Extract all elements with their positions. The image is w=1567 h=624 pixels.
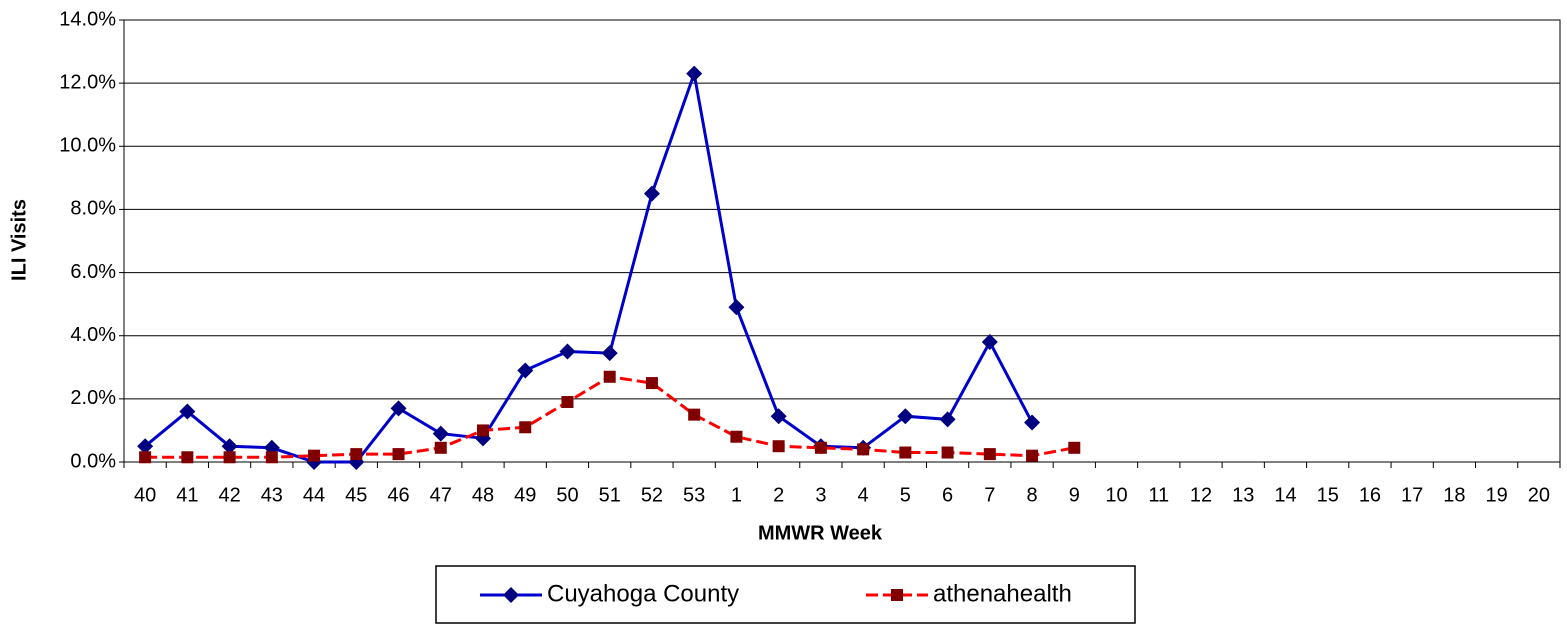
x-tick-label: 18 <box>1443 484 1465 506</box>
legend-box <box>435 565 1136 624</box>
point <box>179 403 196 420</box>
point <box>308 449 321 462</box>
y-tick-label: 6.0% <box>70 261 116 283</box>
point <box>561 396 574 409</box>
x-tick-label: 52 <box>641 484 663 506</box>
point <box>350 448 363 461</box>
x-tick-label: 8 <box>1026 484 1037 506</box>
x-tick-label: 41 <box>176 484 198 506</box>
point <box>265 451 278 464</box>
series-line <box>144 67 1034 464</box>
point <box>899 446 912 459</box>
point <box>814 441 827 454</box>
point <box>686 65 703 82</box>
point <box>981 334 998 351</box>
x-tick-label: 17 <box>1401 484 1423 506</box>
point <box>688 408 701 421</box>
point <box>770 408 787 425</box>
point <box>730 430 743 443</box>
x-tick-label: 49 <box>514 484 536 506</box>
x-tick-label: 45 <box>345 484 367 506</box>
point <box>897 408 914 425</box>
x-tick-label: 13 <box>1232 484 1254 506</box>
plot-frame <box>123 19 1561 463</box>
x-tick-label: 5 <box>900 484 911 506</box>
point <box>392 448 405 461</box>
x-tick-label: 10 <box>1105 484 1127 506</box>
point <box>772 440 785 453</box>
x-tick-label: 1 <box>731 484 742 506</box>
legend-marker <box>503 587 519 603</box>
legend-marker <box>891 589 903 601</box>
point <box>559 343 576 360</box>
x-tick-label: 50 <box>556 484 578 506</box>
y-axis-label: ILI Visits <box>8 199 30 281</box>
x-tick-label: 20 <box>1528 484 1550 506</box>
point <box>603 370 616 383</box>
x-tick-label: 42 <box>218 484 240 506</box>
x-tick-label: 2 <box>773 484 784 506</box>
x-tick-label: 3 <box>815 484 826 506</box>
point <box>221 438 238 455</box>
point <box>432 425 449 442</box>
point <box>390 400 407 417</box>
x-tick-label: 44 <box>303 484 325 506</box>
point <box>1024 414 1041 431</box>
point <box>139 451 152 464</box>
point <box>645 377 658 390</box>
x-tick-label: 11 <box>1148 484 1169 506</box>
x-tick-label: 53 <box>683 484 705 506</box>
point <box>728 299 745 316</box>
point <box>643 185 660 202</box>
x-tick-label: 43 <box>261 484 283 506</box>
x-tick-label: 14 <box>1274 484 1296 506</box>
point <box>1026 449 1039 462</box>
point <box>517 362 534 379</box>
point <box>857 443 870 456</box>
x-tick-label: 47 <box>430 484 452 506</box>
x-tick-label: 6 <box>942 484 953 506</box>
point <box>1068 441 1081 454</box>
point <box>983 448 996 461</box>
x-tick-label: 4 <box>858 484 869 506</box>
x-tick-label: 48 <box>472 484 494 506</box>
x-tick-label: 51 <box>599 484 621 506</box>
x-tick-label: 46 <box>387 484 409 506</box>
y-tick-label: 4.0% <box>70 324 116 346</box>
x-tick-label: 9 <box>1069 484 1080 506</box>
point <box>434 441 447 454</box>
x-tick-label: 15 <box>1317 484 1339 506</box>
y-tick-label: 2.0% <box>70 387 116 409</box>
x-tick-label: 40 <box>134 484 156 506</box>
y-tick-label: 14.0% <box>59 8 116 30</box>
point <box>941 446 954 459</box>
x-tick-label: 12 <box>1190 484 1212 506</box>
point <box>477 424 489 437</box>
y-tick-label: 10.0% <box>59 135 116 157</box>
point <box>939 411 956 428</box>
x-tick-label: 16 <box>1359 484 1381 506</box>
point <box>223 451 236 464</box>
point <box>519 421 532 434</box>
x-tick-label: 7 <box>984 484 995 506</box>
point <box>181 451 194 464</box>
legend-label: athenahealth <box>933 580 1072 607</box>
y-tick-label: 0.0% <box>70 450 116 472</box>
y-tick-label: 8.0% <box>70 198 116 220</box>
point <box>601 345 618 362</box>
y-tick-label: 12.0% <box>59 71 116 93</box>
point <box>137 438 154 455</box>
legend-label: Cuyahoga County <box>547 580 739 607</box>
x-tick-label: 19 <box>1486 484 1508 506</box>
x-axis-label: MMWR Week <box>758 522 883 544</box>
